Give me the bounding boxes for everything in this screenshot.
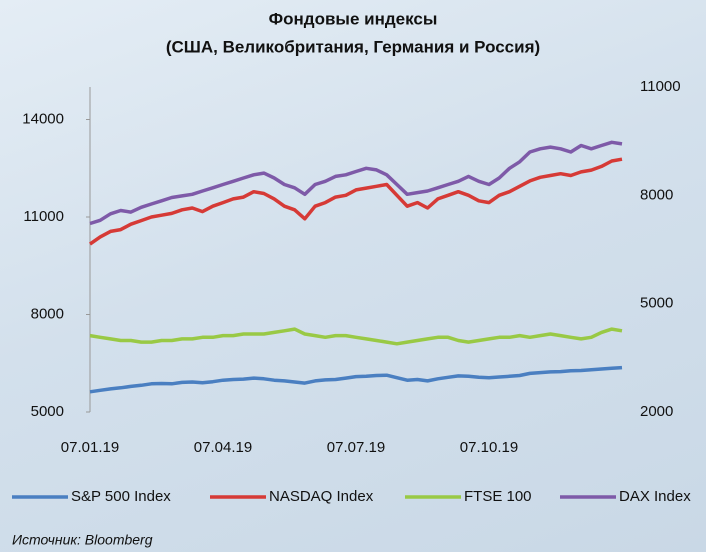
legend-label: FTSE 100 xyxy=(464,488,532,505)
chart-subtitle: (США, Великобритания, Германия и Россия) xyxy=(166,37,540,56)
y-tick-label: 11000 xyxy=(23,208,64,225)
x-tick-label: 07.01.19 xyxy=(61,439,119,456)
legend-label: S&P 500 Index xyxy=(71,488,171,505)
series-line xyxy=(88,157,623,246)
y2-tick-label: 5000 xyxy=(640,295,673,312)
y2-tick-label: 8000 xyxy=(640,186,673,203)
y-tick-label: 14000 xyxy=(22,110,64,127)
x-tick-label: 07.04.19 xyxy=(194,439,252,456)
x-tick-label: 07.10.19 xyxy=(460,439,518,456)
y2-tick-label: 2000 xyxy=(640,403,673,420)
y-tick-label: 5000 xyxy=(31,403,64,420)
legend-label: NASDAQ Index xyxy=(269,488,374,505)
legend-label: DAX Index xyxy=(619,488,691,505)
chart-title: Фондовые индексы xyxy=(269,9,438,28)
y2-tick-label: 11000 xyxy=(640,78,681,95)
series-line xyxy=(89,327,623,346)
series-line xyxy=(89,365,623,394)
source-note: Источник: Bloomberg xyxy=(12,532,153,548)
series-line xyxy=(89,140,623,226)
y-tick-label: 8000 xyxy=(31,305,64,322)
x-tick-label: 07.07.19 xyxy=(327,439,385,456)
